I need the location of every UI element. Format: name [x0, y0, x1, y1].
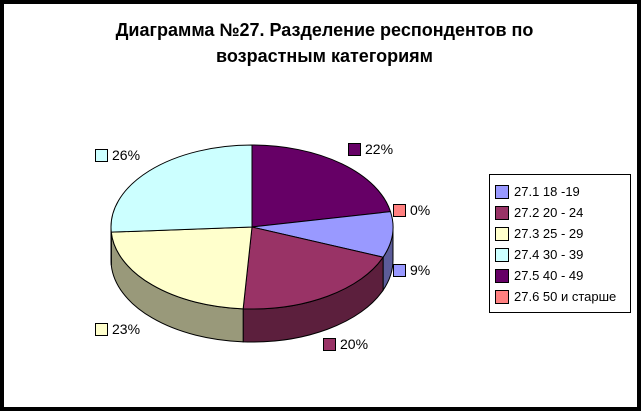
legend-color-key: [495, 268, 509, 283]
pie-chart: [110, 144, 394, 343]
legend-color-key: [495, 226, 509, 241]
slice-color-key: [393, 203, 406, 217]
slice-label-18-19: 9%: [393, 262, 430, 278]
slice-color-key: [95, 148, 108, 162]
slice-percent-text: 9%: [410, 262, 431, 278]
legend-item: 27.2 20 - 24: [495, 202, 625, 223]
slice-percent-text: 26%: [112, 147, 141, 163]
slice-color-key: [348, 142, 361, 156]
legend-label: 27.5 40 - 49: [514, 268, 584, 283]
slice-label-25-29: 23%: [95, 321, 140, 337]
legend-color-key: [495, 289, 509, 304]
legend-item: 27.1 18 -19: [495, 181, 625, 202]
slice-percent-text: 20%: [340, 336, 369, 352]
slice-color-key: [95, 322, 108, 336]
slice-percent-text: 22%: [365, 141, 394, 157]
legend-item: 27.6 50 и старше: [495, 286, 625, 307]
slice-label-20-24: 20%: [323, 336, 368, 352]
slice-color-key: [393, 263, 406, 277]
slice-color-key: [323, 337, 336, 351]
legend-label: 27.6 50 и старше: [514, 289, 617, 304]
slice-percent-text: 23%: [112, 321, 141, 337]
legend: 27.1 18 -19 27.2 20 - 24 27.3 25 - 29 27…: [489, 174, 631, 313]
legend-color-key: [495, 205, 509, 220]
legend-item: 27.3 25 - 29: [495, 223, 625, 244]
chart-title: Диаграмма №27. Разделение респондентов п…: [115, 20, 534, 66]
legend-color-key: [495, 184, 509, 199]
slice-label-30-39: 26%: [95, 147, 140, 163]
slice-percent-text: 0%: [410, 202, 431, 218]
legend-label: 27.4 30 - 39: [514, 247, 584, 262]
legend-item: 27.5 40 - 49: [495, 265, 625, 286]
legend-color-key: [495, 247, 509, 262]
slice-label-40-49: 22%: [348, 141, 393, 157]
legend-label: 27.2 20 - 24: [514, 205, 584, 220]
slice-label-50-plus: 0%: [393, 202, 430, 218]
legend-item: 27.4 30 - 39: [495, 244, 625, 265]
legend-label: 27.1 18 -19: [514, 184, 580, 199]
legend-label: 27.3 25 - 29: [514, 226, 584, 241]
